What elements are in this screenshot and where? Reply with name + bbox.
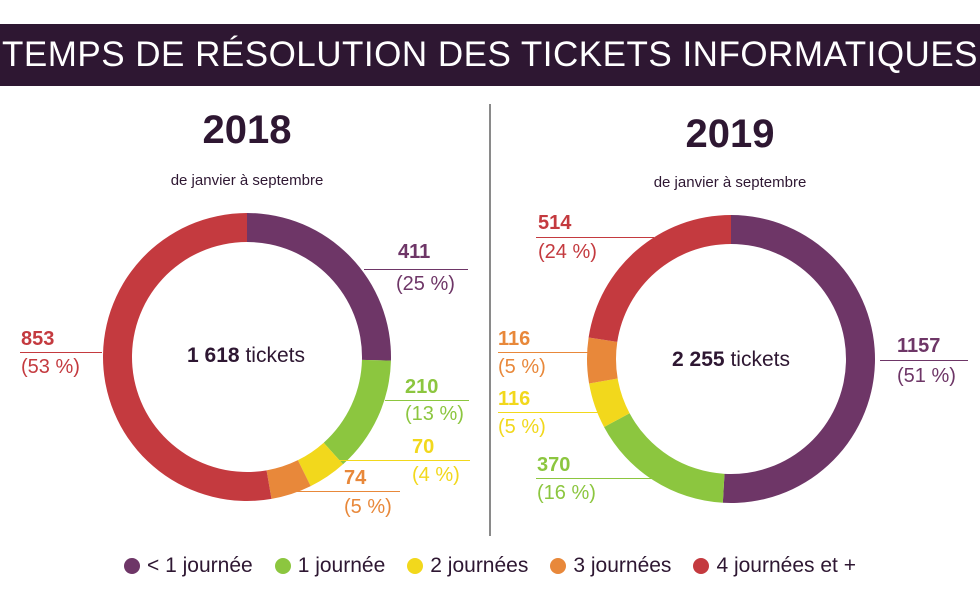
percent-label-2019-1: (16 %) xyxy=(537,482,596,504)
chart-2018-total-unit: tickets xyxy=(245,344,305,367)
percent-label-2019-2: (5 %) xyxy=(498,416,546,438)
leader-2019-0 xyxy=(880,360,968,361)
donut-slice-2018-4 xyxy=(103,213,272,501)
legend-item-less-1-day: < 1 journée xyxy=(124,554,253,578)
donut-slice-2018-2 xyxy=(297,442,344,487)
legend-dot-icon xyxy=(407,558,424,574)
chart-2018-total: 1 618 xyxy=(187,344,240,367)
page-title: TEMPS DE RÉSOLUTION DES TICKETS INFORMAT… xyxy=(0,24,980,86)
value-label-2018-3: 74 xyxy=(344,467,367,489)
chart-2018-title: 2018 xyxy=(202,108,292,152)
percent-label-2018-3: (5 %) xyxy=(344,496,392,518)
legend-dot-icon xyxy=(124,558,141,574)
chart-2019-center-label: 2 255 tickets xyxy=(621,348,841,372)
value-label-2018-0: 411 xyxy=(398,241,431,263)
chart-2018-center-label: 1 618 tickets xyxy=(136,344,356,368)
donut-slice-2019-1 xyxy=(604,413,725,503)
legend-item-1-day: 1 journée xyxy=(274,554,386,578)
chart-divider xyxy=(489,104,491,536)
value-label-2019-2: 116 xyxy=(498,388,531,410)
top-margin xyxy=(0,0,980,24)
chart-2019-title: 2019 xyxy=(685,112,775,156)
percent-label-2019-3: (5 %) xyxy=(498,356,546,378)
value-label-2018-1: 210 xyxy=(405,376,439,398)
leader-2019-3 xyxy=(498,352,590,353)
donut-chart-2018 xyxy=(103,213,391,501)
legend: < 1 journée 1 journée 2 journées 3 journ… xyxy=(0,548,980,584)
value-label-2019-4: 514 xyxy=(538,212,572,234)
percent-label-2019-0: (51 %) xyxy=(897,365,956,387)
value-label-2018-4: 853 xyxy=(21,328,55,350)
leader-2018-1 xyxy=(385,400,469,401)
leader-2018-2 xyxy=(339,460,470,461)
legend-label: 2 journées xyxy=(430,554,529,577)
legend-dot-icon xyxy=(550,558,567,574)
leader-2018-0 xyxy=(364,269,468,270)
donut-slice-2018-1 xyxy=(323,359,391,465)
donut-slice-2019-2 xyxy=(589,378,630,427)
chart-2018-subtitle: de janvier à septembre xyxy=(170,172,324,189)
legend-dot-icon xyxy=(693,558,710,574)
chart-2019-total-unit: tickets xyxy=(730,348,790,371)
percent-label-2018-0: (25 %) xyxy=(396,273,455,295)
donut-slice-2018-3 xyxy=(266,460,311,499)
donut-slice-2019-0 xyxy=(722,215,876,503)
leader-2018-3 xyxy=(284,491,400,492)
value-label-2019-1: 370 xyxy=(537,454,571,476)
donut-slice-2019-3 xyxy=(587,337,618,384)
leader-2019-4 xyxy=(536,237,654,238)
leader-2019-2 xyxy=(498,412,600,413)
value-label-2019-0: 1157 xyxy=(897,335,941,357)
legend-dot-icon xyxy=(274,558,291,574)
percent-label-2018-4: (53 %) xyxy=(21,356,80,378)
percent-label-2019-4: (24 %) xyxy=(538,241,597,263)
legend-item-2-days: 2 journées xyxy=(407,554,528,578)
percent-label-2018-1: (13 %) xyxy=(405,403,464,425)
value-label-2019-3: 116 xyxy=(498,328,531,350)
legend-item-4-days-plus: 4 journées et + xyxy=(693,554,856,578)
legend-label: 4 journées et + xyxy=(716,554,856,577)
leader-2019-1 xyxy=(536,478,660,479)
legend-label: < 1 journée xyxy=(147,554,253,577)
legend-label: 3 journées xyxy=(573,554,672,577)
donut-slice-2018-0 xyxy=(247,213,391,361)
chart-2019-subtitle: de janvier à septembre xyxy=(653,174,807,191)
chart-2019-total: 2 255 xyxy=(672,348,725,371)
legend-label: 1 journée xyxy=(297,554,386,577)
value-label-2018-2: 70 xyxy=(412,436,435,458)
donut-chart-2019 xyxy=(587,215,876,503)
percent-label-2018-2: (4 %) xyxy=(412,464,460,486)
legend-item-3-days: 3 journées xyxy=(550,554,671,578)
leader-2018-4 xyxy=(20,352,102,353)
donut-slice-2019-4 xyxy=(588,215,731,342)
